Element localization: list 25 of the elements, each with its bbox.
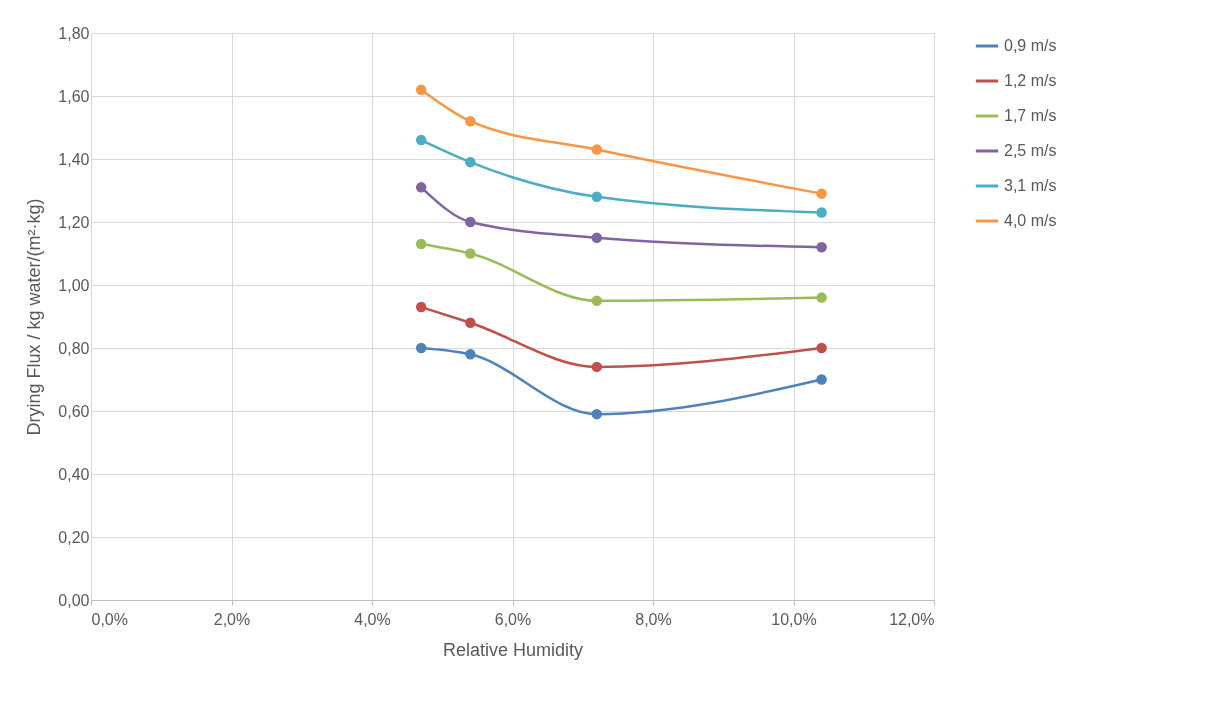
y-tick-label: 0,40 [58, 465, 90, 483]
x-tick-label: 0,0% [91, 610, 128, 628]
y-tick-label: 1,20 [58, 213, 90, 231]
y-tick-label: 0,20 [58, 528, 90, 546]
y-tick-label: 0,60 [58, 402, 90, 420]
x-tick-label: 8,0% [635, 610, 672, 628]
legend-label: 2,5 m/s [1004, 142, 1057, 159]
y-axis-title: Drying Flux / kg water/(m²·kg) [24, 198, 45, 436]
x-tick-label: 6,0% [494, 610, 532, 628]
legend-label: 1,2 m/s [1004, 72, 1057, 89]
x-tick-label: 4,0% [354, 610, 391, 628]
x-tick-label: 12,0% [889, 610, 935, 628]
y-tick-label: 1,80 [58, 24, 90, 42]
y-tick-label: 1,40 [58, 150, 90, 168]
y-tick-label: 1,60 [58, 87, 90, 105]
y-tick-label: 1,00 [58, 276, 90, 294]
x-tick-label: 10,0% [771, 610, 817, 628]
legend-label: 0,9 m/s [1004, 37, 1057, 54]
legend-label: 1,7 m/s [1004, 107, 1057, 124]
x-axis-title: Relative Humidity [442, 639, 584, 660]
x-tick-label: 2,0% [213, 610, 251, 628]
y-tick-label: 0,80 [58, 339, 90, 357]
legend-label: 3,1 m/s [1004, 177, 1057, 194]
legend-label: 4,0 m/s [1004, 212, 1057, 229]
y-tick-label: 0,00 [58, 591, 90, 609]
